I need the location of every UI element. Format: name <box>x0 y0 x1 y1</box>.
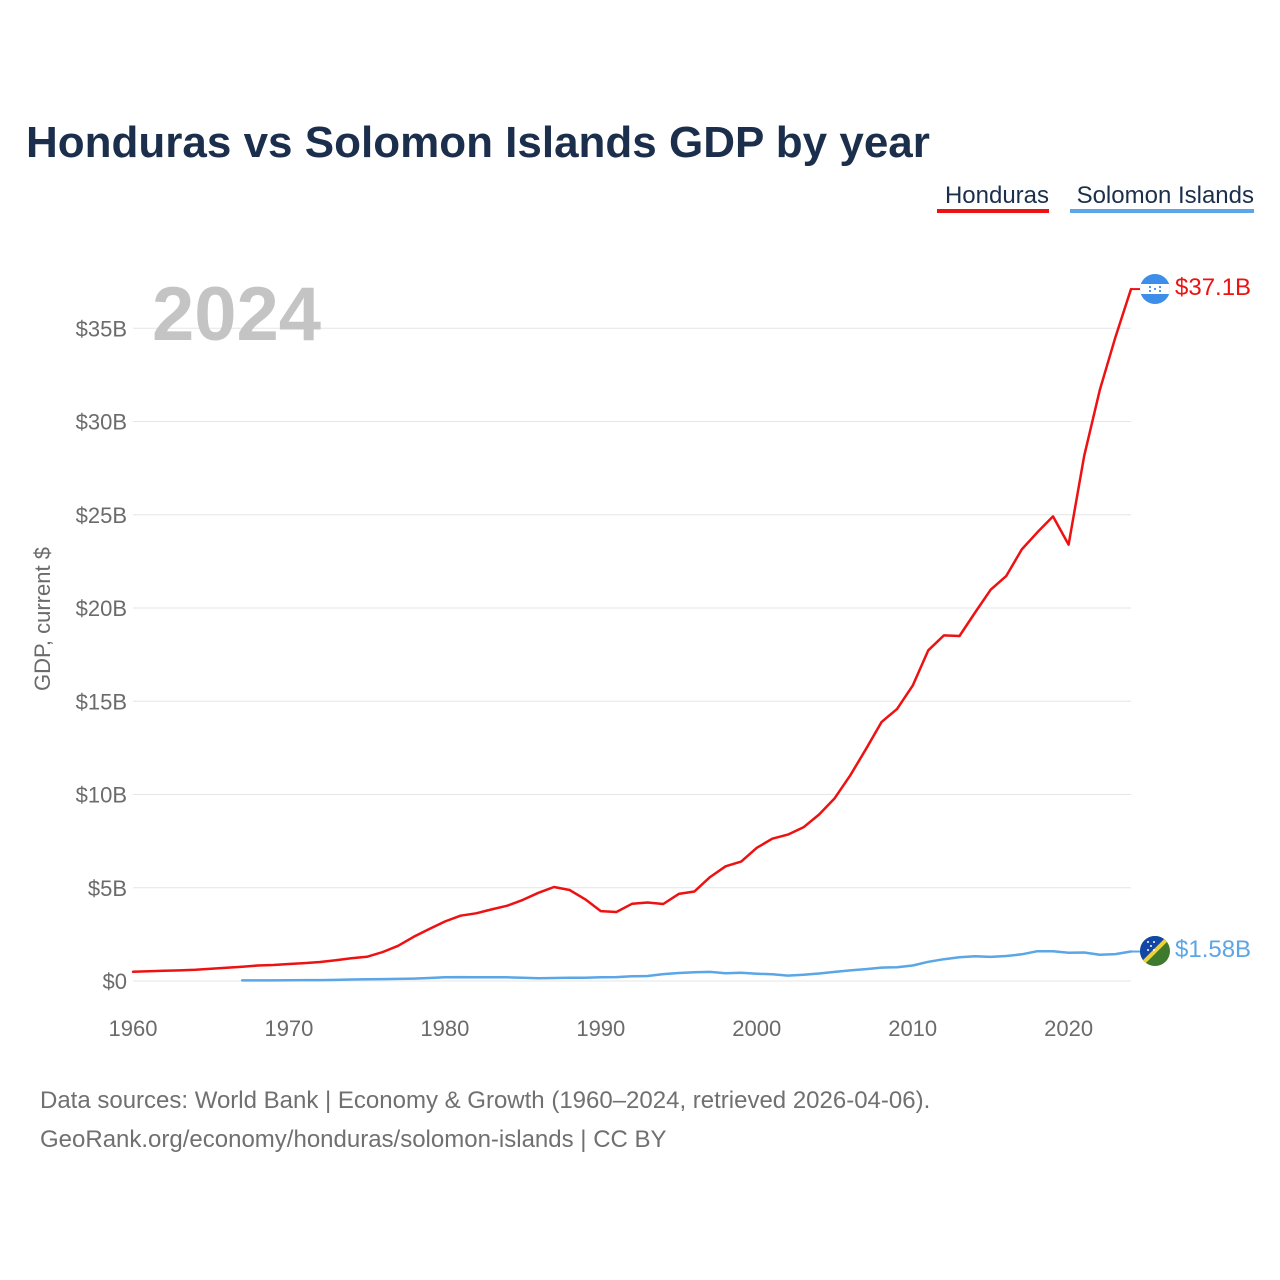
honduras-end-label: $37.1B <box>1175 274 1251 301</box>
series-line-honduras[interactable] <box>131 287 1133 973</box>
y-axis-title: GDP, current $ <box>30 547 55 691</box>
legend-label-solomon-islands[interactable]: Solomon Islands <box>1077 182 1254 209</box>
legend-swatch-honduras <box>937 209 1049 213</box>
y-tick-label: $35B <box>76 316 127 341</box>
series-line-solomon-islands[interactable] <box>240 949 1133 982</box>
y-tick-label: $5B <box>88 876 127 901</box>
honduras-flag-icon <box>1140 274 1170 304</box>
legend-swatch-solomon-islands <box>1070 209 1254 213</box>
y-tick-label: $25B <box>76 503 127 528</box>
legend[interactable]: Honduras Solomon Islands <box>937 182 1254 213</box>
y-axis: $0 $5B $10B $15B $20B $25B $30B $35B <box>76 316 127 994</box>
x-tick-label: 1960 <box>109 1016 158 1041</box>
year-watermark: 2024 <box>152 272 321 357</box>
x-tick-label: 2010 <box>888 1016 937 1041</box>
legend-item-solomon-islands[interactable]: Solomon Islands <box>1070 182 1254 213</box>
gridlines <box>133 327 1131 982</box>
y-tick-label: $10B <box>76 783 127 808</box>
y-tick-label: $0 <box>103 969 127 994</box>
y-tick-label: $15B <box>76 689 127 714</box>
solomon-islands-flag-icon <box>1140 936 1170 966</box>
x-axis: 1960 1970 1980 1990 2000 2010 2020 <box>109 1016 1094 1041</box>
x-tick-label: 2000 <box>732 1016 781 1041</box>
source-line-1: Data sources: World Bank | Economy & Gro… <box>40 1087 930 1114</box>
y-tick-label: $20B <box>76 596 127 621</box>
x-tick-label: 1980 <box>420 1016 469 1041</box>
x-tick-label: 1990 <box>576 1016 625 1041</box>
solomon-islands-end-label: $1.58B <box>1175 936 1251 963</box>
x-tick-label: 1970 <box>264 1016 313 1041</box>
x-tick-label: 2020 <box>1044 1016 1093 1041</box>
source-line-2[interactable]: GeoRank.org/economy/honduras/solomon-isl… <box>40 1126 667 1153</box>
legend-label-honduras[interactable]: Honduras <box>945 182 1049 209</box>
chart-title: Honduras vs Solomon Islands GDP by year <box>26 118 930 167</box>
y-tick-label: $30B <box>76 410 127 435</box>
end-labels: $37.1B $1.58B <box>1140 274 1251 966</box>
series <box>131 287 1140 982</box>
legend-item-honduras[interactable]: Honduras <box>937 182 1049 213</box>
